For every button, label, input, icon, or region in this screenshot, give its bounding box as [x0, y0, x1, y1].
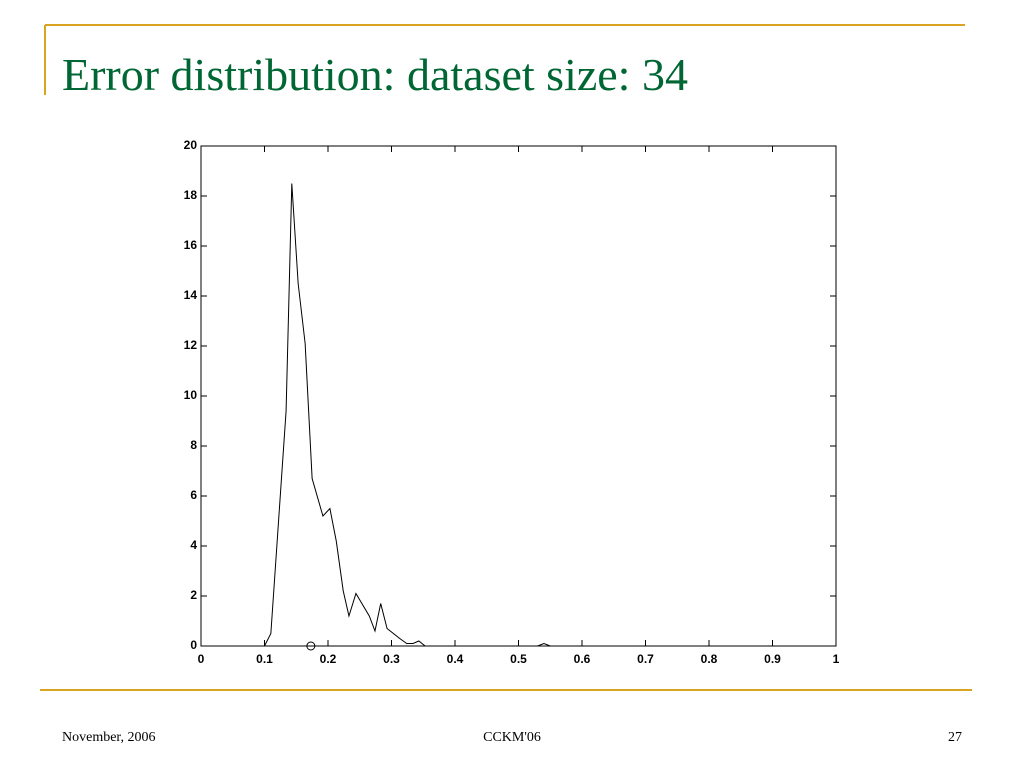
y-tick-label: 10: [184, 388, 198, 402]
slide-title: Error distribution: dataset size: 34: [62, 49, 688, 100]
y-tick-label: 14: [184, 288, 198, 302]
y-tick-label: 16: [184, 238, 198, 252]
x-tick-label: 0.4: [447, 652, 464, 666]
y-tick-label: 20: [184, 138, 198, 152]
x-tick-label: 0.9: [764, 652, 781, 666]
data-line: [201, 183, 836, 647]
chart: 0 2 4 6 8 10 12 14 16 18 20 0 0.1 0.2 0.3 0.4 0.5 0.6 0.7 0…: [184, 138, 840, 666]
x-tick-label: 0.6: [574, 652, 591, 666]
x-tick-label: 0.8: [701, 652, 718, 666]
y-tick-label: 0: [190, 638, 197, 652]
x-tick-label: 0: [198, 652, 205, 666]
footer-conference: CCKM'06: [483, 730, 541, 745]
footer-page-number: 27: [948, 730, 962, 745]
x-tick-label: 0.3: [383, 652, 400, 666]
y-tick-label: 4: [190, 538, 197, 552]
x-tick-label: 0.1: [256, 652, 273, 666]
y-tick-label: 12: [184, 338, 198, 352]
x-tick-label: 0.2: [320, 652, 337, 666]
data-point: [306, 641, 316, 651]
x-tick-label: 1: [833, 652, 840, 666]
plot-frame: [200, 145, 837, 647]
y-tick-label: 6: [190, 488, 197, 502]
footer-date: November, 2006: [62, 730, 156, 745]
y-tick-label: 8: [190, 438, 197, 452]
y-tick-label: 2: [190, 588, 197, 602]
y-tick-label: 18: [184, 188, 198, 202]
x-tick-label: 0.7: [637, 652, 654, 666]
x-tick-label: 0.5: [510, 652, 527, 666]
